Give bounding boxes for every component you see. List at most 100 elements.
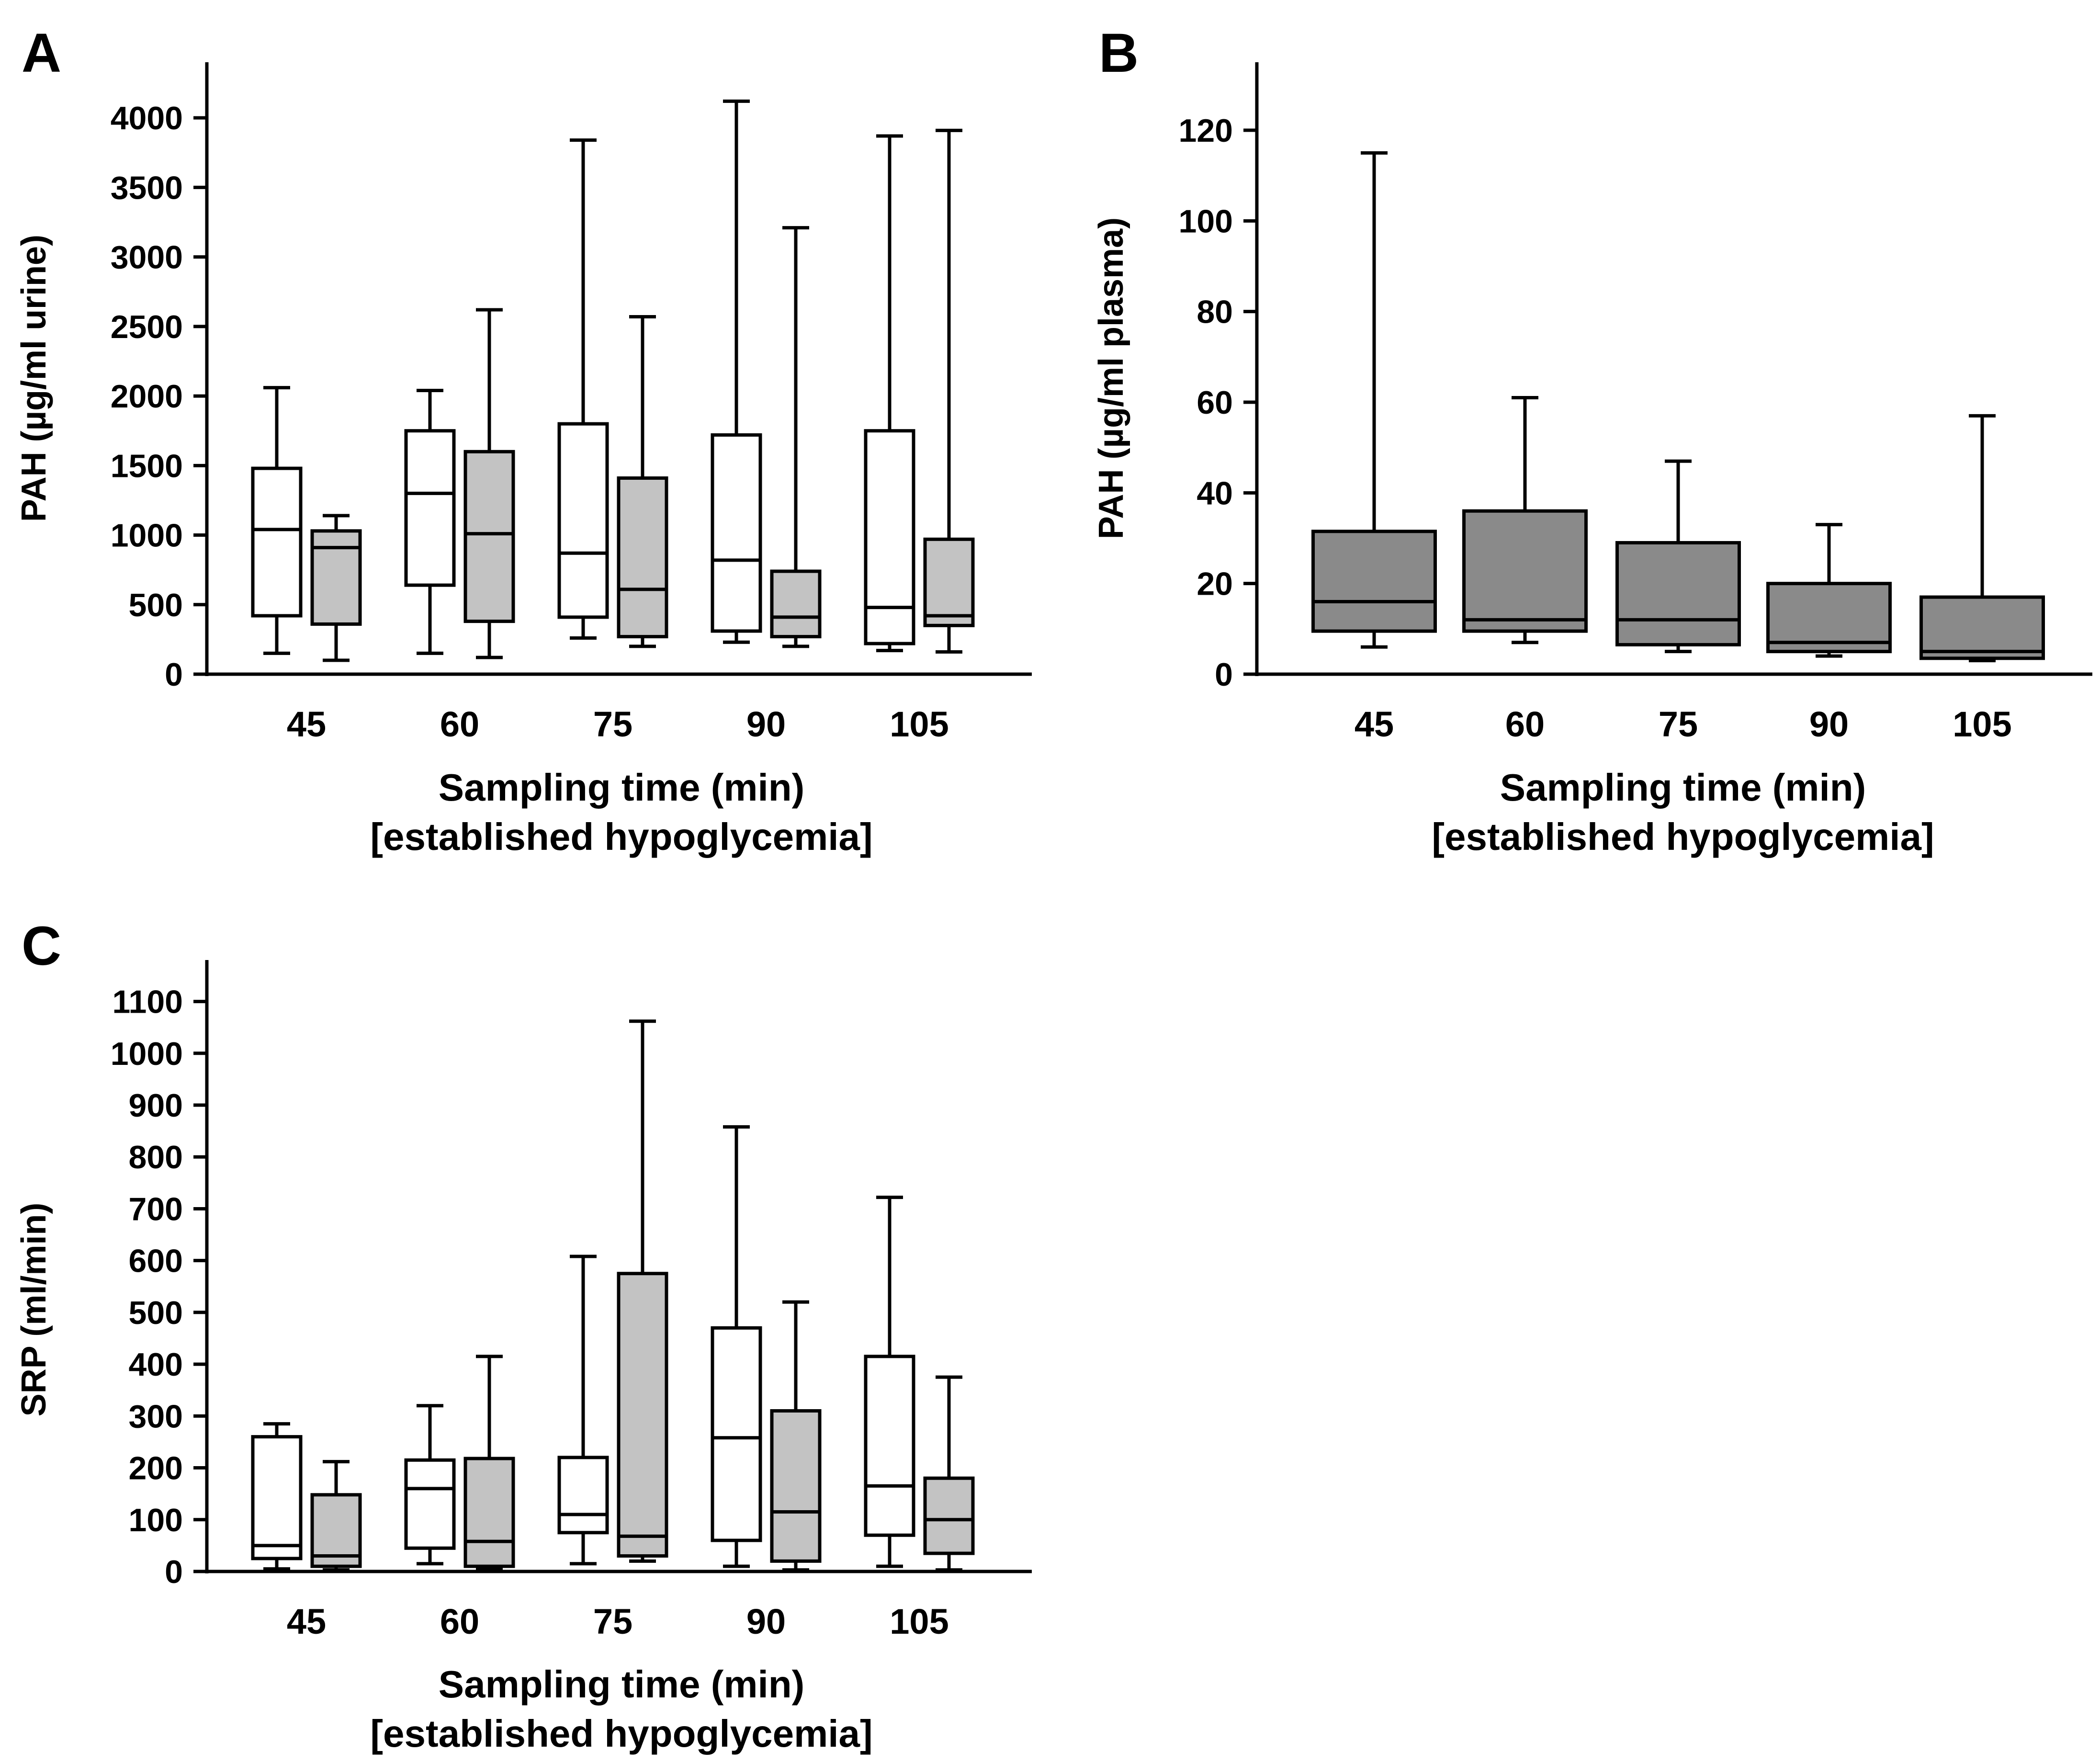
x-axis-label-a: Sampling time (min) — [439, 766, 805, 809]
y-tick-label-c: 700 — [129, 1191, 183, 1227]
box-b-60-1 — [1462, 396, 1588, 644]
iqr-box — [923, 1476, 975, 1555]
x-tick-label-a: 90 — [746, 704, 786, 744]
iqr-box — [864, 429, 915, 645]
box-a-105-2 — [923, 128, 975, 654]
iqr-box — [557, 422, 609, 619]
iqr-box — [557, 1456, 609, 1535]
box-c-105-2 — [923, 1375, 975, 1572]
box-b-90-1 — [1766, 523, 1892, 658]
y-ticks-c: 0 100 200 300 400 500 600 700 800 900 1000 1100 — [111, 984, 207, 1590]
x-axis-label-c: Sampling time (min) — [439, 1663, 805, 1706]
y-ticks-b: 0 20 40 60 80 100 120 — [1179, 113, 1257, 693]
iqr-box — [463, 450, 515, 623]
iqr-box — [1919, 595, 2045, 660]
iqr-box — [617, 1272, 668, 1558]
iqr-box — [864, 1355, 915, 1537]
y-tick-label-a: 3500 — [111, 170, 183, 206]
y-axis-label-b: PAH (µg/ml plasma) — [1092, 217, 1130, 539]
box-a-60-2 — [463, 308, 515, 659]
y-tick-label-b: 40 — [1197, 475, 1233, 511]
x-tick-label-a: 75 — [593, 704, 632, 744]
x-ticks-c: 45 60 75 90 105 — [287, 1602, 949, 1641]
box-b-45-1 — [1311, 151, 1437, 649]
x-tick-label-a: 45 — [287, 704, 326, 744]
x-axis-label-line2-b: [established hypoglycemia] — [1432, 815, 1934, 858]
panel-letter-b: B — [1099, 23, 1139, 84]
iqr-box — [617, 476, 668, 639]
iqr-box — [1311, 530, 1437, 633]
x-tick-label-c: 45 — [287, 1602, 326, 1641]
box-c-75-1 — [557, 1254, 609, 1566]
panel-a: A PAH (µg/ml urine) Sampling time (min) … — [15, 23, 1032, 858]
y-tick-label-a: 1000 — [111, 518, 183, 554]
x-tick-label-b: 45 — [1355, 704, 1394, 744]
box-c-105-1 — [864, 1196, 915, 1568]
box-c-45-2 — [310, 1460, 362, 1572]
panel-b: B PAH (µg/ml plasma) Sampling time (min)… — [1092, 23, 2092, 858]
iqr-box — [404, 429, 456, 587]
y-tick-label-c: 300 — [129, 1398, 183, 1435]
iqr-box — [251, 1435, 303, 1560]
x-ticks-a: 45 60 75 90 105 — [287, 704, 949, 744]
y-tick-label-c: 400 — [129, 1346, 183, 1383]
box-b-75-1 — [1615, 459, 1741, 654]
y-tick-label-b: 120 — [1179, 113, 1233, 149]
y-tick-label-a: 1500 — [111, 448, 183, 484]
y-ticks-a: 0 500 1000 1500 2000 2500 3000 3500 4000 — [111, 100, 207, 693]
y-tick-label-c: 1000 — [111, 1036, 183, 1072]
y-tick-label-b: 100 — [1179, 203, 1233, 239]
y-tick-label-a: 4000 — [111, 100, 183, 136]
y-axis-label-a: PAH (µg/ml urine) — [15, 235, 53, 522]
x-tick-label-b: 90 — [1809, 704, 1849, 744]
x-ticks-b: 45 60 75 90 105 — [1355, 704, 2012, 744]
iqr-box — [310, 529, 362, 626]
x-axis-label-line2-c: [established hypoglycemia] — [370, 1712, 872, 1755]
y-tick-label-a: 2500 — [111, 309, 183, 345]
box-a-90-2 — [770, 226, 822, 648]
y-tick-label-c: 600 — [129, 1243, 183, 1279]
box-b-105-1 — [1919, 414, 2045, 663]
x-axis-label-line2-a: [established hypoglycemia] — [370, 815, 872, 858]
y-axis-label-c: SRP (ml/min) — [15, 1203, 53, 1417]
iqr-box — [770, 569, 822, 639]
box-a-45-2 — [310, 514, 362, 662]
iqr-box — [711, 433, 762, 633]
x-tick-label-b: 75 — [1659, 704, 1698, 744]
iqr-box — [463, 1457, 515, 1568]
x-tick-label-b: 60 — [1505, 704, 1545, 744]
box-a-105-1 — [864, 134, 915, 653]
x-tick-label-b: 105 — [1953, 704, 2011, 744]
boxes-a — [251, 99, 975, 662]
box-a-75-2 — [617, 315, 668, 648]
y-tick-label-b: 80 — [1197, 294, 1233, 330]
axes-a — [205, 62, 1032, 676]
box-a-90-1 — [711, 99, 762, 644]
boxes-b — [1311, 151, 2045, 663]
y-tick-label-a: 2000 — [111, 378, 183, 415]
x-tick-label-a: 60 — [440, 704, 479, 744]
y-tick-label-c: 500 — [129, 1295, 183, 1331]
iqr-box — [711, 1326, 762, 1542]
x-tick-label-c: 90 — [746, 1602, 786, 1641]
x-axis-label-b: Sampling time (min) — [1500, 766, 1866, 809]
y-tick-label-c: 1100 — [112, 984, 183, 1020]
y-tick-label-c: 800 — [129, 1139, 183, 1175]
y-tick-label-a: 3000 — [111, 239, 183, 276]
axes-b — [1255, 62, 2092, 676]
box-a-45-1 — [251, 386, 303, 655]
panel-c: C SRP (ml/min) Sampling time (min) [esta… — [15, 915, 1032, 1755]
y-tick-label-c: 100 — [129, 1502, 183, 1538]
y-tick-label-b: 20 — [1197, 566, 1233, 602]
y-tick-label-c: 900 — [129, 1087, 183, 1124]
iqr-box — [1615, 541, 1741, 646]
box-c-75-2 — [617, 1019, 668, 1563]
box-c-90-2 — [770, 1300, 822, 1572]
iqr-box — [1462, 509, 1588, 633]
iqr-box — [404, 1458, 456, 1550]
y-tick-label-a: 500 — [129, 587, 183, 623]
box-c-60-1 — [404, 1404, 456, 1566]
x-tick-label-a: 105 — [890, 704, 948, 744]
x-tick-label-c: 105 — [890, 1602, 948, 1641]
